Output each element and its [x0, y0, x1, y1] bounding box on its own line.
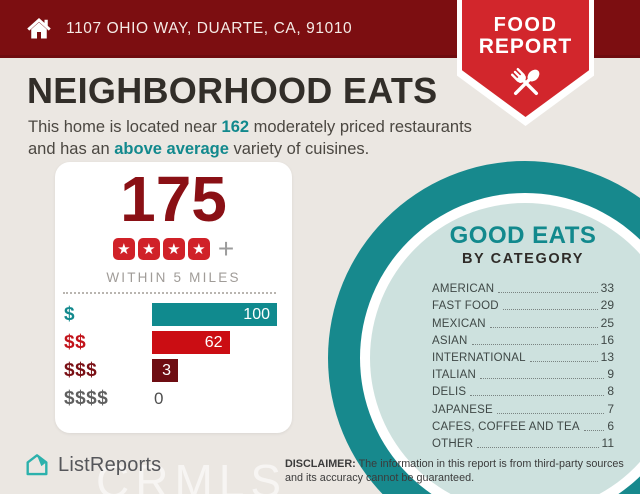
category-row: ITALIAN 9	[432, 366, 614, 383]
price-level-label: $	[64, 303, 76, 325]
category-row: INTERNATIONAL 13	[432, 349, 614, 366]
category-label: ASIAN	[432, 334, 468, 347]
dotted-leader	[502, 309, 598, 311]
star-icon: ★	[162, 238, 185, 260]
category-row: CAFES, COFFEE AND TEA 6	[432, 418, 614, 435]
star-icon: ★	[137, 238, 160, 260]
plus-icon: +	[217, 233, 235, 264]
category-row: OTHER 11	[432, 435, 614, 452]
listreports-logo-icon	[26, 454, 48, 476]
category-label: OTHER	[432, 437, 474, 450]
crossed-utensils-icon	[510, 67, 539, 96]
category-list: AMERICAN 33 FAST FOOD 29 MEXICAN 25 ASIAN 16 INT…	[432, 280, 614, 452]
price-bar-row: $$ 62	[63, 331, 284, 354]
price-level-label: $$$$	[64, 387, 109, 409]
dotted-leader	[489, 326, 598, 328]
category-value: 8	[607, 384, 614, 399]
disclaimer-label: DISCLAIMER:	[285, 458, 356, 470]
good-eats-panel: GOOD EATS BY CATEGORY AMERICAN 33 FAST FOO…	[432, 222, 614, 452]
category-label: DELIS	[432, 386, 467, 399]
radius-label: WITHIN 5 MILES	[106, 270, 241, 285]
price-level-label: $$	[64, 331, 87, 353]
good-eats-title: GOOD EATS	[449, 222, 597, 249]
category-label: CAFES, COFFEE AND TEA	[432, 420, 580, 433]
restaurant-count: 175	[120, 163, 227, 235]
category-value: 9	[607, 367, 614, 382]
star-icon: ★	[187, 238, 210, 260]
category-label: INTERNATIONAL	[432, 351, 526, 364]
category-value: 33	[600, 281, 614, 296]
good-eats-circle	[328, 161, 640, 494]
price-bar: 3	[152, 359, 178, 382]
ribbon-line1: FOOD	[493, 14, 558, 36]
food-report-ribbon: FOOD REPORT	[457, 0, 594, 126]
good-eats-circle-ring	[360, 193, 640, 494]
category-row: MEXICAN 25	[432, 314, 614, 331]
listreports-logo-text: ListReports	[58, 453, 162, 476]
listreports-logo: ListReports	[24, 452, 161, 478]
dotted-leader	[583, 429, 605, 431]
category-value: 25	[600, 315, 614, 330]
dotted-leader	[529, 360, 598, 362]
category-row: DELIS 8	[432, 383, 614, 400]
category-value: 16	[600, 332, 614, 347]
good-eats-circle-fill	[370, 203, 640, 494]
subtitle-text: moderately priced restaurants and has an	[28, 118, 472, 158]
category-label: ITALIAN	[432, 369, 477, 382]
category-value: 7	[607, 401, 614, 416]
price-bar-zero-value: 0	[154, 388, 164, 408]
price-level-label: $$$	[64, 359, 98, 381]
subtitle-text: variety of cuisines.	[228, 139, 370, 158]
restaurant-stats-card: 175 ★ ★ ★ ★ + WITHIN 5 MILES $100 $$ 62 $$$ 3 $$$…	[55, 162, 292, 433]
dotted-leader	[470, 395, 605, 397]
category-value: 11	[601, 435, 614, 450]
category-label: FAST FOOD	[432, 300, 499, 313]
category-row: AMERICAN 33	[432, 280, 614, 297]
dotted-separator	[63, 292, 276, 294]
stars-row: ★ ★ ★ ★ +	[55, 233, 292, 264]
price-bar-row: $100	[63, 303, 284, 326]
category-row: ASIAN 16	[432, 332, 614, 349]
dotted-leader	[498, 292, 598, 294]
category-label: JAPANESE	[432, 403, 493, 416]
category-row: FAST FOOD 29	[432, 297, 614, 314]
price-bar-row: $$$$ 0	[63, 387, 284, 410]
ribbon-line2: REPORT	[478, 35, 573, 58]
dotted-leader	[496, 412, 605, 414]
dotted-leader	[477, 446, 599, 448]
price-bar: 100	[152, 303, 277, 326]
category-row: JAPANESE 7	[432, 400, 614, 417]
food-report-ribbon-inner: FOOD REPORT	[462, 0, 589, 117]
category-value: 6	[607, 418, 614, 433]
subtitle-highlight: 162	[221, 118, 250, 136]
price-bar: 62	[152, 331, 230, 354]
page-title: NEIGHBORHOOD EATS	[27, 70, 438, 111]
subtitle-highlight: above average	[114, 139, 229, 158]
good-eats-subtitle: BY CATEGORY	[461, 251, 585, 267]
dotted-leader	[471, 343, 598, 345]
category-label: MEXICAN	[432, 317, 486, 330]
home-icon	[27, 18, 51, 39]
subtitle-text: This home is located near	[28, 118, 222, 136]
disclaimer-text: DISCLAIMER: The information in this repo…	[285, 457, 635, 486]
star-icon: ★	[112, 238, 135, 260]
dotted-leader	[480, 378, 605, 380]
category-label: AMERICAN	[432, 283, 495, 296]
crmls-watermark: CRMLS	[96, 455, 288, 494]
category-value: 29	[600, 298, 614, 313]
property-address: 1107 OHIO WAY, DUARTE, CA, 91010	[66, 20, 353, 37]
price-bar-row: $$$ 3	[63, 359, 284, 382]
disclaimer-body: The information in this report is from t…	[285, 458, 624, 485]
price-bar-chart: $100 $$ 62 $$$ 3 $$$$ 0	[63, 303, 284, 415]
page-subtitle: This home is located near 162 moderately…	[28, 117, 474, 161]
category-value: 13	[600, 349, 614, 364]
